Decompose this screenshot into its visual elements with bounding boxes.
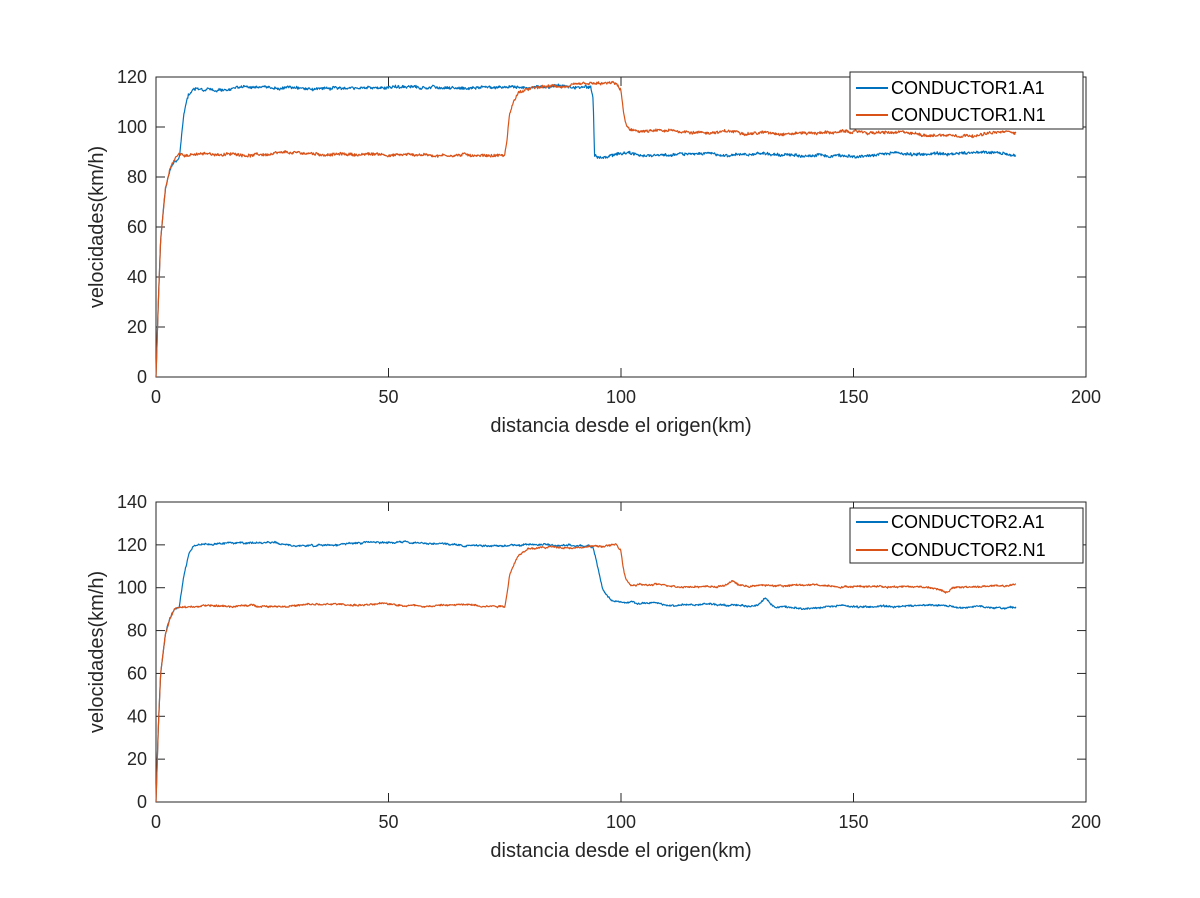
series-line-conductor1-a1: [155, 83, 1017, 378]
y-tick-label: 0: [137, 792, 147, 812]
plot-2-legend-label-a1: CONDUCTOR2.A1: [891, 512, 1045, 532]
y-tick-label: 140: [117, 492, 147, 512]
plot-1-y-axis-label: velocidades(km/h): [86, 146, 108, 308]
x-tick-label: 200: [1071, 387, 1101, 407]
y-tick-label: 100: [117, 117, 147, 137]
series-line-conductor1-n1: [155, 80, 1017, 378]
y-tick-label: 60: [127, 663, 147, 683]
y-tick-label: 60: [127, 217, 147, 237]
plot-1-legend-label-n1: CONDUCTOR1.N1: [891, 105, 1046, 125]
y-tick-label: 80: [127, 167, 147, 187]
x-tick-label: 50: [378, 812, 398, 832]
plot-1-ticks: 0 50 100 150 200 0 20 40 60 80 100 120: [117, 67, 1101, 407]
x-tick-label: 50: [378, 387, 398, 407]
y-tick-label: 100: [117, 578, 147, 598]
plot-2-y-axis-label: velocidades(km/h): [86, 571, 108, 733]
x-tick-label: 0: [151, 387, 161, 407]
y-tick-label: 20: [127, 317, 147, 337]
plot-1-legend-label-a1: CONDUCTOR1.A1: [891, 78, 1045, 98]
x-tick-label: 0: [151, 812, 161, 832]
y-tick-label: 0: [137, 367, 147, 387]
y-tick-label: 20: [127, 749, 147, 769]
plot-2: 0 50 100 150 200 0 20 40 60 80 100 120 140 distancia…: [86, 492, 1101, 862]
y-tick-label: 40: [127, 267, 147, 287]
plot-1-legend-box: [849, 71, 1084, 130]
x-tick-label: 200: [1071, 812, 1101, 832]
plot-1: 0 50 100 150 200 0 20 40 60 80 100 120 distancia de…: [86, 67, 1101, 437]
series-line-conductor2-n1: [155, 543, 1016, 803]
x-tick-label: 100: [606, 387, 636, 407]
plot-2-legend: CONDUCTOR2.A1 CONDUCTOR2.N1: [849, 507, 1084, 564]
plot-2-ticks: 0 50 100 150 200 0 20 40 60 80 100 120 140: [117, 492, 1101, 832]
plot-2-x-axis-label: distancia desde el origen(km): [490, 840, 751, 862]
plot-2-legend-label-n1: CONDUCTOR2.N1: [891, 540, 1046, 560]
y-tick-label: 40: [127, 706, 147, 726]
x-tick-label: 150: [838, 387, 868, 407]
y-tick-label: 120: [117, 67, 147, 87]
y-tick-label: 120: [117, 535, 147, 555]
plot-2-legend-box: [849, 507, 1084, 564]
x-tick-label: 150: [838, 812, 868, 832]
plot-1-legend: CONDUCTOR1.A1 CONDUCTOR1.N1: [849, 71, 1084, 130]
plot-1-x-axis-label: distancia desde el origen(km): [490, 415, 751, 437]
x-tick-label: 100: [606, 812, 636, 832]
plot-1-lines: [155, 80, 1017, 378]
plot-2-lines: [155, 540, 1017, 803]
y-tick-label: 80: [127, 621, 147, 641]
